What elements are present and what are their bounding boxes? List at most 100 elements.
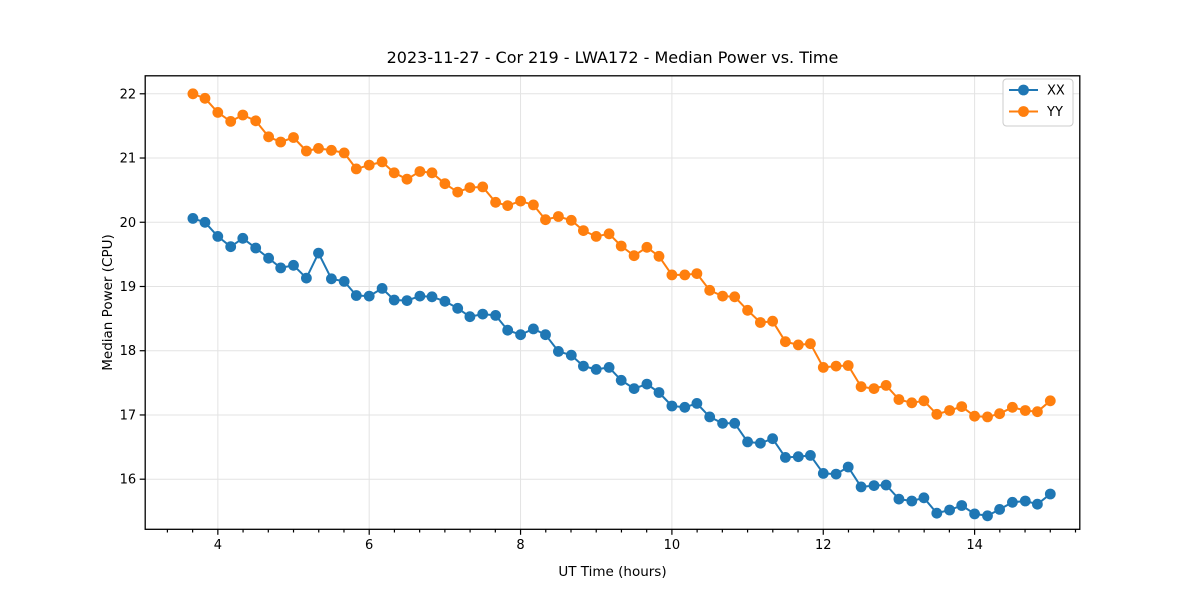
data-point xyxy=(414,290,426,302)
data-point xyxy=(1019,405,1031,416)
data-point xyxy=(528,323,539,335)
data-point xyxy=(792,451,804,463)
data-point xyxy=(1007,401,1018,413)
data-point xyxy=(464,182,476,194)
y-tick-label: 21 xyxy=(120,152,137,167)
y-axis-label: Median Power (CPU) xyxy=(100,234,116,370)
data-point xyxy=(301,145,312,157)
data-point xyxy=(439,178,451,190)
data-point xyxy=(830,360,842,372)
data-point xyxy=(893,394,905,405)
y-tick-label: 20 xyxy=(120,216,137,231)
data-point xyxy=(263,252,274,264)
data-point xyxy=(615,240,627,252)
data-point xyxy=(603,362,615,373)
data-point xyxy=(780,452,791,463)
data-point xyxy=(767,433,778,445)
data-point xyxy=(199,216,211,228)
data-point xyxy=(350,290,362,301)
data-point xyxy=(237,232,249,244)
data-point xyxy=(376,156,388,168)
data-point xyxy=(388,167,400,179)
data-point xyxy=(250,115,262,127)
data-point xyxy=(464,311,476,323)
data-point xyxy=(982,411,993,423)
data-point xyxy=(212,231,224,242)
data-point xyxy=(969,410,980,422)
data-point xyxy=(225,116,237,127)
x-axis-label: UT Time (hours) xyxy=(558,564,666,580)
data-point xyxy=(515,195,526,207)
y-tick-label: 19 xyxy=(120,280,137,295)
data-point xyxy=(401,173,413,185)
data-point xyxy=(515,329,526,341)
data-point xyxy=(502,200,514,212)
data-point xyxy=(982,510,993,522)
data-point xyxy=(805,450,816,461)
data-point xyxy=(414,166,426,177)
data-point xyxy=(477,181,489,193)
data-series xyxy=(187,88,1056,522)
data-point xyxy=(956,500,968,511)
data-point xyxy=(338,276,350,287)
data-point xyxy=(439,295,451,307)
data-point xyxy=(855,381,867,393)
data-point xyxy=(578,225,589,237)
data-point xyxy=(199,92,211,104)
data-point xyxy=(263,131,274,143)
legend: XX YY xyxy=(1002,78,1074,127)
data-point xyxy=(817,362,829,373)
data-point xyxy=(944,405,955,416)
data-point xyxy=(301,272,312,284)
data-point xyxy=(893,493,905,505)
data-point xyxy=(855,481,867,493)
data-point xyxy=(237,109,249,121)
data-point xyxy=(729,417,741,429)
data-point xyxy=(490,310,501,321)
tick-labels: 4 6 8 10 12 14 16 17 18 19 20 21 22 xyxy=(120,87,983,553)
data-point xyxy=(729,291,741,303)
data-point xyxy=(313,143,324,154)
data-point xyxy=(691,398,703,409)
data-point xyxy=(326,273,337,285)
data-point xyxy=(994,408,1005,420)
data-point xyxy=(1032,498,1043,510)
series-xx xyxy=(187,213,1056,522)
data-point xyxy=(590,231,602,242)
legend-label: YY xyxy=(1046,105,1063,120)
data-point xyxy=(704,411,716,423)
data-point xyxy=(528,199,539,211)
legend-entry-xx: XX xyxy=(1009,84,1065,99)
data-point xyxy=(250,242,262,254)
grid xyxy=(145,75,1080,530)
data-point xyxy=(376,283,388,294)
data-point xyxy=(490,196,501,208)
data-point xyxy=(275,262,287,274)
data-point xyxy=(666,269,678,281)
data-point xyxy=(288,132,299,143)
data-point xyxy=(918,492,930,504)
axis-ticks xyxy=(139,93,1077,535)
chart-title: 2023-11-27 - Cor 219 - LWA172 - Median P… xyxy=(387,48,839,67)
data-point xyxy=(363,159,375,171)
data-point xyxy=(628,250,640,262)
data-point xyxy=(717,290,728,302)
data-point xyxy=(426,291,438,303)
data-point xyxy=(931,408,943,420)
legend-marker xyxy=(1018,84,1029,96)
data-point xyxy=(704,284,716,296)
data-point xyxy=(350,163,362,175)
y-tick-label: 18 xyxy=(120,344,137,359)
data-point xyxy=(918,395,930,407)
data-point xyxy=(969,508,980,520)
data-point xyxy=(628,383,640,394)
data-point xyxy=(1007,496,1018,508)
data-point xyxy=(212,107,224,118)
x-tick-label: 6 xyxy=(365,538,373,553)
data-point xyxy=(717,417,728,429)
data-point xyxy=(565,349,577,361)
data-point xyxy=(666,400,678,412)
data-point xyxy=(326,144,337,156)
data-point xyxy=(755,317,766,328)
